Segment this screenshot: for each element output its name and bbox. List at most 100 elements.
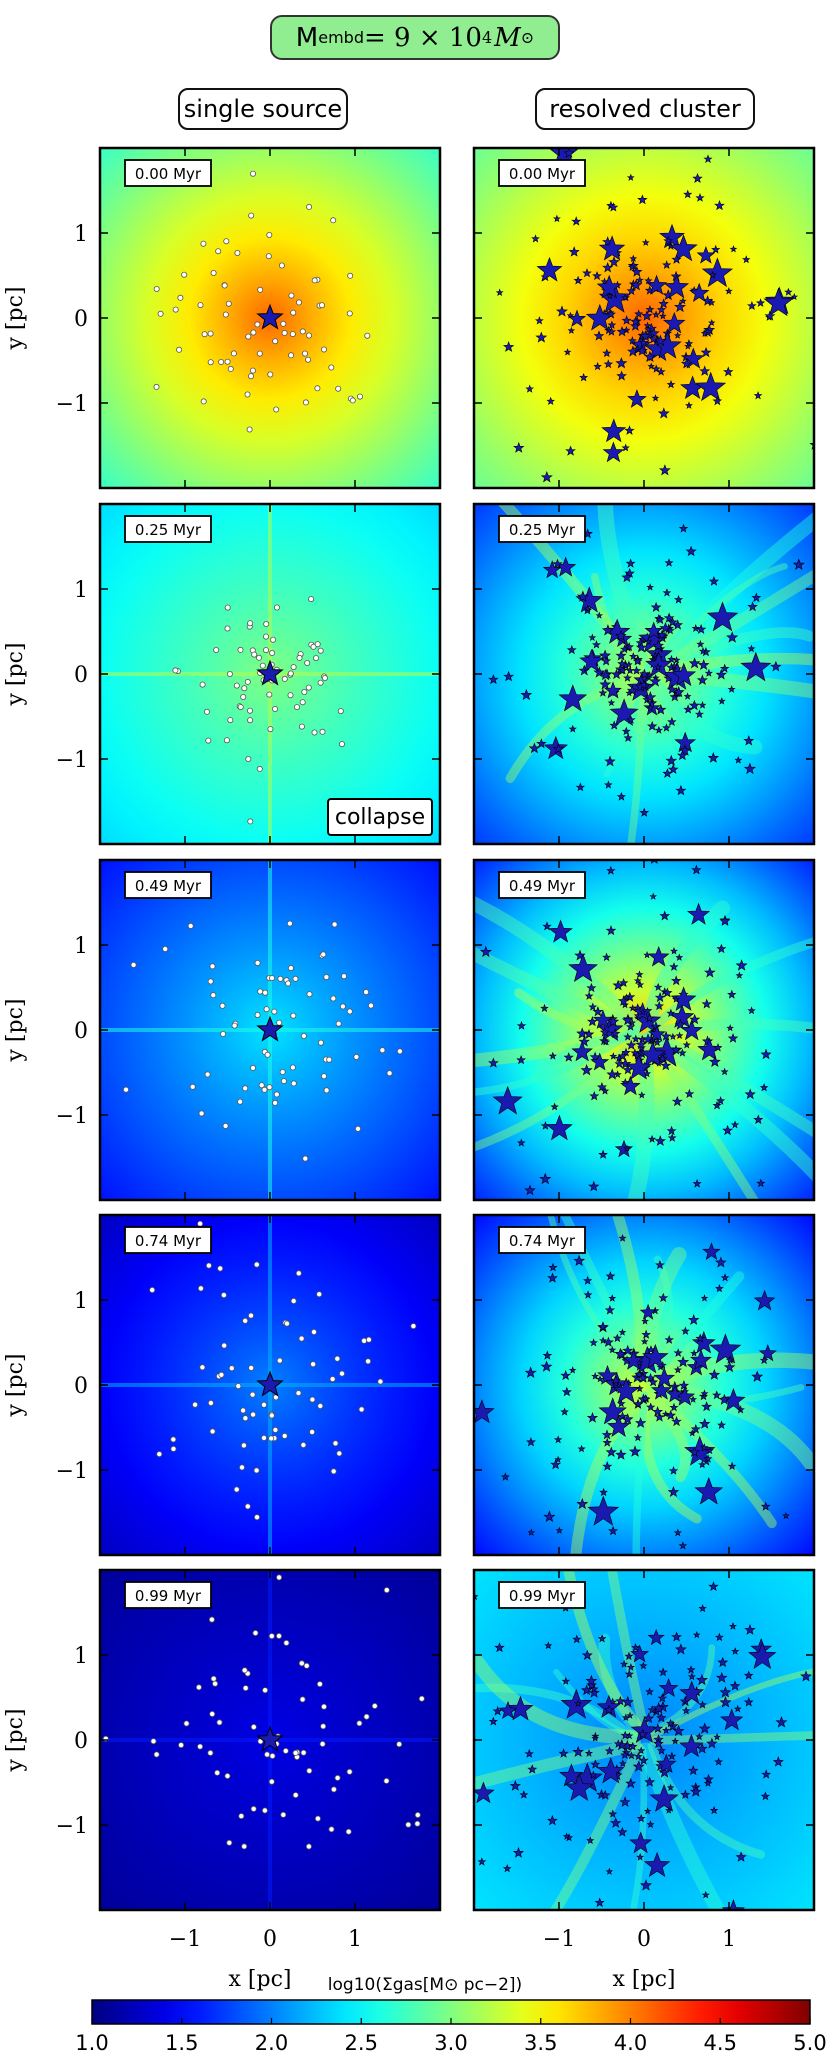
gas-filament: [597, 504, 650, 672]
particle-marker: [316, 1681, 323, 1688]
cluster-star: [609, 720, 620, 730]
y-tick-label: 0: [74, 1729, 88, 1754]
particle-marker: [153, 1751, 160, 1758]
cluster-star: [611, 1379, 620, 1388]
cluster-star: [563, 348, 572, 356]
cluster-star: [668, 1466, 679, 1475]
cluster-star: [662, 311, 686, 334]
cluster-star: [617, 1826, 628, 1837]
cluster-star: [635, 641, 647, 653]
particle-marker: [250, 329, 257, 336]
title-m: M: [295, 22, 319, 53]
cluster-star: [592, 1006, 604, 1017]
cluster-star: [616, 791, 627, 801]
cluster-star: [713, 1733, 721, 1741]
cluster-star: [528, 742, 541, 754]
cluster-star: [792, 558, 805, 570]
gas-filament: [598, 1633, 645, 1738]
cluster-star: [641, 1329, 651, 1339]
particle-marker: [287, 670, 294, 677]
cluster-star: [678, 1380, 690, 1390]
particle-marker: [223, 737, 230, 744]
gas-density-map: [474, 1570, 814, 1910]
particle-marker: [220, 1031, 227, 1038]
cluster-star: [743, 1697, 754, 1707]
cluster-star: [563, 148, 575, 159]
cluster-star: [698, 1604, 707, 1613]
particle-marker: [209, 1428, 216, 1435]
cluster-star: [573, 1254, 586, 1267]
particle-marker: [383, 1587, 390, 1594]
panel-plot-area: [100, 148, 440, 488]
cluster-star: [606, 326, 617, 336]
cluster-star: [651, 364, 661, 373]
cluster-star: [716, 1671, 728, 1683]
cluster-star: [675, 784, 687, 796]
cluster-star: [678, 1048, 687, 1057]
cluster-star: [655, 614, 666, 625]
cluster-star: [655, 1753, 677, 1773]
particle-marker: [358, 1406, 365, 1413]
central-source-star: [256, 1015, 284, 1042]
cluster-star: [553, 43, 574, 63]
cluster-star: [647, 1705, 657, 1714]
cluster-star: [755, 298, 766, 307]
cluster-star: [655, 1260, 665, 1270]
cluster-star: [674, 1643, 687, 1655]
cluster-star: [726, 1024, 734, 1032]
collapse-annotation: collapse: [327, 798, 433, 836]
particle-marker: [323, 974, 330, 981]
cluster-star: [574, 1699, 582, 1707]
cluster-star: [615, 1695, 626, 1706]
cluster-star: [708, 576, 719, 586]
annotation-text: collapse: [335, 805, 425, 830]
particle-marker: [170, 1436, 177, 1443]
particle-marker: [181, 271, 188, 278]
particle-marker: [268, 975, 275, 982]
cluster-star: [512, 1847, 524, 1858]
cluster-star: [709, 1805, 719, 1815]
cluster-star: [561, 1676, 571, 1685]
particle-marker: [280, 1078, 287, 1085]
cluster-star: [747, 644, 756, 653]
cluster-star: [687, 1672, 696, 1681]
cluster-star: [658, 1678, 679, 1697]
y-axis-label: y [pc]: [3, 1354, 28, 1418]
particle-marker: [61, 1391, 66, 1396]
cluster-star: [620, 1750, 630, 1759]
cluster-star: [643, 1712, 655, 1724]
cluster-star: [477, 1857, 487, 1866]
title-sub: embd: [318, 28, 364, 47]
particle-marker: [418, 1695, 425, 1702]
cluster-star: [599, 1027, 610, 1037]
cluster-star: [543, 1510, 556, 1522]
cluster-star: [589, 1338, 598, 1347]
cluster-star: [711, 244, 721, 254]
cluster-star: [715, 1284, 724, 1293]
cluster-star: [565, 445, 576, 456]
particle-marker: [233, 1486, 240, 1493]
cluster-star: [672, 995, 680, 1003]
cluster-star: [743, 735, 755, 746]
gas-density-map: [474, 148, 814, 488]
cluster-star: [583, 1290, 593, 1299]
particle-marker: [468, 1718, 473, 1723]
cluster-star: [670, 1044, 682, 1055]
cluster-star: [751, 1370, 764, 1382]
particle-marker: [290, 1012, 297, 1019]
cluster-star: [680, 1789, 691, 1800]
cluster-star: [624, 568, 635, 578]
cluster-star: [717, 1420, 727, 1430]
particle-marker: [319, 1741, 326, 1748]
particle-marker: [367, 1002, 374, 1009]
particle-marker: [310, 1329, 317, 1336]
cluster-star: [590, 1759, 601, 1769]
particle-marker: [197, 1743, 204, 1750]
cluster-star: [639, 807, 650, 817]
cluster-star: [666, 1125, 677, 1136]
time-label-box: [124, 1226, 212, 1254]
cluster-star: [625, 666, 635, 675]
particle-marker: [238, 1464, 245, 1471]
particle-marker: [207, 978, 214, 985]
cluster-star: [631, 1034, 641, 1043]
